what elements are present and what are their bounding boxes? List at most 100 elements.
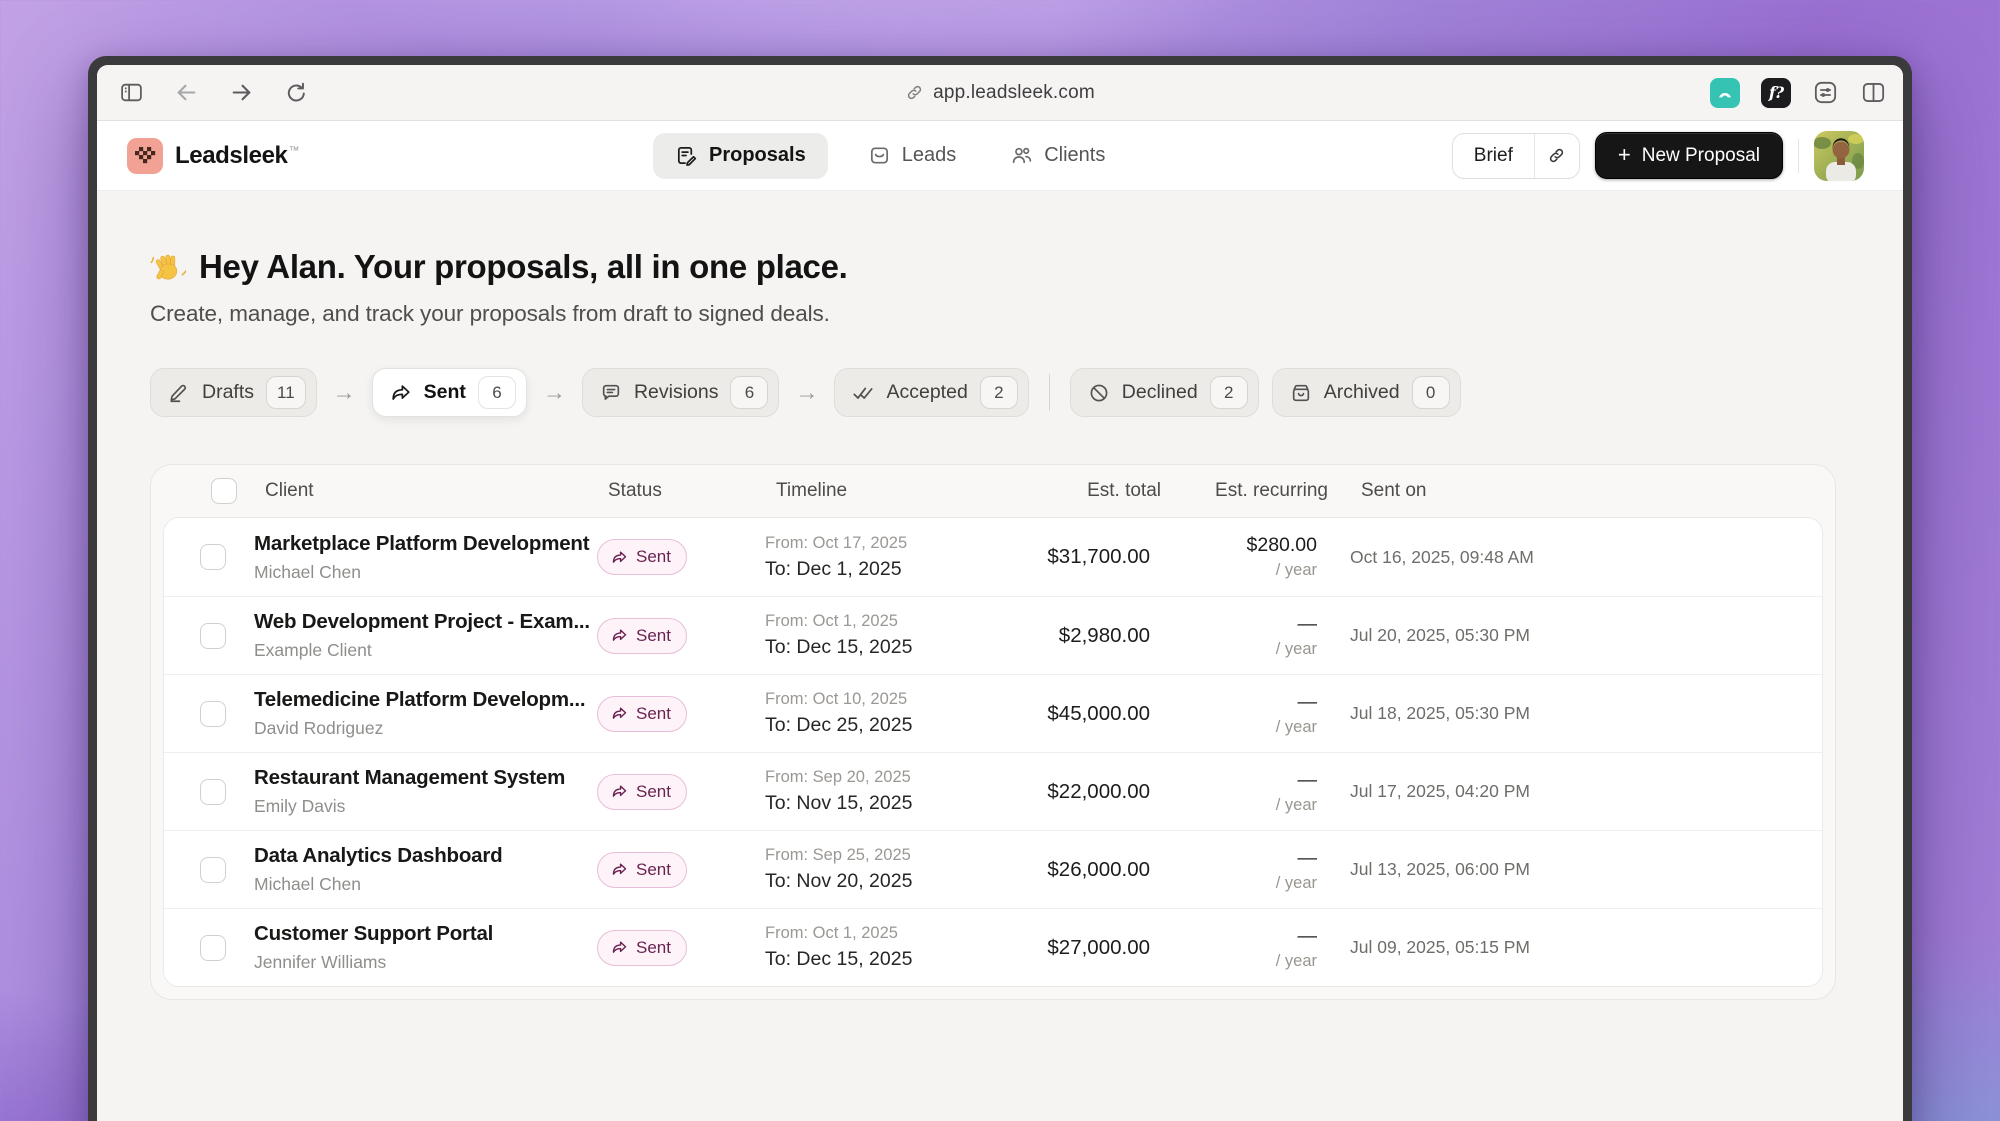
send-icon [390, 382, 412, 404]
stage-arrow-icon: → [542, 379, 566, 405]
stage-declined[interactable]: Declined 2 [1069, 368, 1259, 417]
forward-button-icon[interactable] [229, 80, 254, 105]
row-checkbox[interactable] [200, 622, 226, 649]
table-row[interactable]: Web Development Project - Exam... Exampl… [164, 596, 1822, 674]
status-badge: Sent [597, 617, 687, 654]
table-row[interactable]: Data Analytics Dashboard Michael Chen Se… [164, 830, 1822, 908]
double-check-icon [852, 382, 874, 404]
avatar[interactable] [1814, 130, 1864, 181]
stage-archived[interactable]: Archived 0 [1271, 368, 1461, 417]
client-name: Example Client [254, 640, 372, 660]
teal-extension-icon[interactable] [1710, 77, 1740, 108]
table-header: Client Status Timeline Est. total Est. r… [163, 465, 1823, 517]
stage-label: Archived [1323, 381, 1400, 403]
stage-count-badge: 6 [730, 376, 769, 409]
timeline-from: From: Oct 1, 2025 [765, 612, 898, 630]
brief-link-button[interactable] [1533, 133, 1579, 178]
blocked-icon [1088, 382, 1110, 404]
timeline-to: To: Dec 15, 2025 [765, 948, 913, 970]
page-title: Hey Alan. Your proposals, all in one pla… [150, 248, 1836, 286]
brief-button[interactable]: Brief [1473, 144, 1513, 166]
row-checkbox[interactable] [200, 934, 226, 961]
header-divider [1798, 138, 1799, 173]
pipeline: Drafts 11 → Sent 6 → Revisions 6 → Accep… [150, 368, 1836, 417]
row-checkbox[interactable] [200, 778, 226, 805]
est-recurring: — [1297, 768, 1318, 791]
sidebar-toggle-icon[interactable] [119, 80, 144, 105]
est-total: $31,700.00 [1047, 545, 1150, 568]
sent-arrow-icon [612, 550, 627, 563]
proposals-icon [675, 144, 698, 167]
stage-count-badge: 2 [1209, 376, 1248, 409]
stage-label: Declined [1121, 381, 1198, 403]
sent-on: Jul 13, 2025, 06:00 PM [1350, 859, 1530, 879]
page-settings-icon[interactable] [1812, 79, 1839, 106]
client-name: Jennifer Williams [254, 952, 387, 972]
split-view-icon[interactable] [1860, 79, 1887, 106]
recurring-unit: / year [1275, 951, 1317, 970]
sent-on: Jul 09, 2025, 05:15 PM [1350, 937, 1530, 957]
col-timeline: Timeline [776, 480, 848, 501]
status-label: Sent [636, 859, 671, 879]
table-row[interactable]: Restaurant Management System Emily Davis… [164, 752, 1822, 830]
stage-count-badge: 2 [979, 376, 1018, 409]
stage-accepted[interactable]: Accepted 2 [834, 368, 1029, 417]
sent-arrow-icon [612, 707, 627, 719]
timeline-from: From: Oct 1, 2025 [765, 924, 898, 942]
recurring-unit: / year [1275, 873, 1317, 892]
brand[interactable]: Leadsleek™ [127, 137, 300, 174]
row-checkbox[interactable] [200, 700, 226, 727]
page-subtitle: Create, manage, and track your proposals… [150, 301, 830, 326]
row-checkbox[interactable] [200, 856, 226, 883]
wave-emoji [150, 254, 186, 280]
col-est-total: Est. total [1087, 480, 1161, 501]
stage-sent[interactable]: Sent 6 [371, 368, 527, 417]
stage-revisions[interactable]: Revisions 6 [581, 368, 780, 417]
sent-arrow-icon [612, 941, 627, 953]
address-bar[interactable]: app.leadsleek.com [97, 65, 1903, 120]
tab-clients[interactable]: Clients [996, 133, 1119, 179]
client-name: Emily Davis [254, 796, 346, 816]
table-row[interactable]: Customer Support Portal Jennifer William… [164, 908, 1822, 986]
stage-label: Revisions [633, 381, 719, 403]
recurring-unit: / year [1275, 561, 1317, 579]
status-label: Sent [636, 625, 671, 645]
select-all-checkbox[interactable] [211, 478, 237, 504]
stage-drafts[interactable]: Drafts 11 [150, 368, 317, 417]
status-badge: Sent [597, 773, 687, 810]
timeline-to: To: Dec 1, 2025 [765, 557, 902, 580]
table-row[interactable]: Marketplace Platform Development Michael… [164, 518, 1822, 596]
table-row[interactable]: Telemedicine Platform Developm... David … [164, 674, 1822, 752]
status-badge: Sent [597, 929, 687, 966]
back-button-icon[interactable] [174, 80, 199, 105]
client-name: Michael Chen [254, 874, 361, 894]
clients-icon [1010, 144, 1033, 167]
proposal-title: Restaurant Management System [254, 766, 566, 789]
tab-leads[interactable]: Leads [854, 133, 971, 179]
status-badge: Sent [597, 695, 687, 732]
sent-on: Oct 16, 2025, 09:48 AM [1350, 546, 1534, 567]
proposal-title: Data Analytics Dashboard [254, 844, 503, 867]
recurring-unit: / year [1275, 717, 1317, 736]
col-client: Client [265, 480, 314, 501]
trademark: ™ [288, 144, 300, 157]
url-text: app.leadsleek.com [933, 81, 1095, 103]
leadsleek-logo-icon [127, 137, 163, 174]
tab-proposals[interactable]: Proposals [653, 132, 828, 179]
stage-arrow-icon: → [332, 379, 356, 405]
archive-icon [1290, 382, 1312, 404]
status-label: Sent [636, 937, 671, 957]
reload-icon[interactable] [284, 80, 309, 105]
stage-count-badge: 0 [1411, 376, 1450, 409]
est-recurring: — [1297, 612, 1318, 635]
font-extension-icon[interactable]: f? [1761, 77, 1791, 108]
status-badge: Sent [597, 851, 687, 888]
new-proposal-button[interactable]: + New Proposal [1594, 132, 1783, 179]
stage-count-badge: 6 [477, 376, 516, 409]
row-checkbox[interactable] [200, 544, 226, 570]
recurring-unit: / year [1275, 795, 1317, 814]
sent-on: Jul 20, 2025, 05:30 PM [1350, 625, 1530, 645]
new-proposal-label: New Proposal [1641, 144, 1760, 166]
col-sent-on: Sent on [1361, 480, 1427, 501]
timeline-from: From: Oct 17, 2025 [765, 533, 908, 552]
